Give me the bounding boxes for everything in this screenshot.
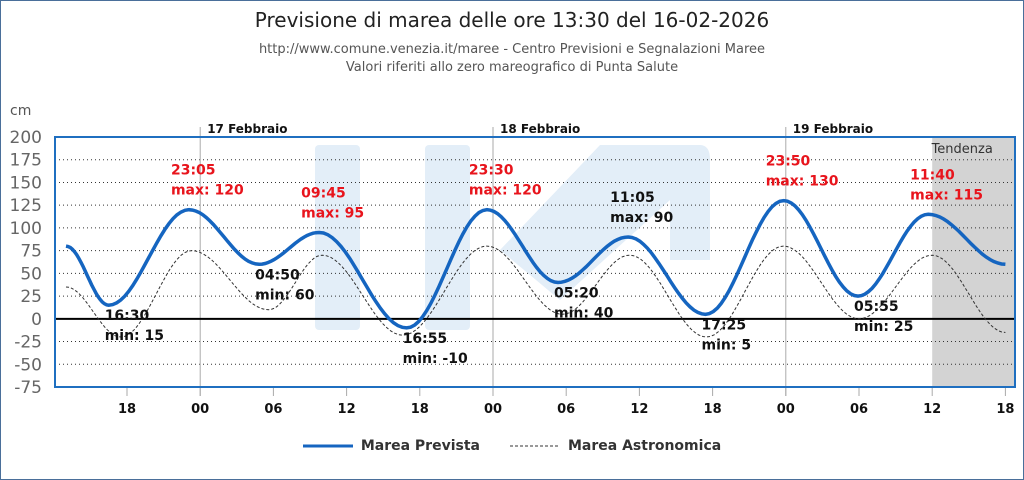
annotation-time: 16:55 xyxy=(403,331,448,347)
legend-item-prevista[interactable]: Marea Prevista xyxy=(302,438,480,454)
annotation-value: min: 60 xyxy=(255,287,315,303)
plot-border xyxy=(54,136,1016,388)
y-tick-label: -25 xyxy=(14,333,42,353)
annotation-value: max: 120 xyxy=(469,183,542,199)
annotation-time: 11:05 xyxy=(610,190,655,206)
x-tick-label: 00 xyxy=(191,402,209,417)
solid-line-icon xyxy=(302,444,353,448)
y-tick-label: 100 xyxy=(10,219,42,239)
annotation-value: min: 25 xyxy=(854,319,913,335)
watermark-logo xyxy=(500,145,710,300)
legend: Marea Prevista Marea Astronomica xyxy=(0,438,1024,454)
annotation-value: max: 130 xyxy=(766,174,839,190)
x-tick-label: 06 xyxy=(557,402,575,417)
x-tick-label: 18 xyxy=(411,402,429,417)
source-url: http://www.comune.venezia.it/maree - Cen… xyxy=(258,42,766,57)
annotation-value: min: 15 xyxy=(105,328,164,344)
annotation-time: 17:25 xyxy=(702,317,747,333)
y-tick-label: -75 xyxy=(14,378,42,398)
legend-item-astronomica[interactable]: Marea Astronomica xyxy=(509,438,722,454)
x-tick-label: 12 xyxy=(923,402,941,417)
legend-label: Marea Astronomica xyxy=(567,438,722,454)
annotation-value: max: 120 xyxy=(171,183,244,199)
y-tick-label: 25 xyxy=(20,287,42,307)
annotation-value: min: -10 xyxy=(403,351,468,367)
annotation-value: min: 5 xyxy=(702,337,752,353)
series-marea-prevista xyxy=(65,198,1006,330)
day-label: 17 Febbraio xyxy=(207,122,287,136)
x-tick-label: 00 xyxy=(484,402,502,417)
legend-label: Marea Prevista xyxy=(360,438,480,454)
annotation-time: 23:50 xyxy=(766,154,811,170)
annotation-value: max: 115 xyxy=(910,187,983,203)
day-label: 19 Febbraio xyxy=(793,122,873,136)
y-tick-label: 75 xyxy=(20,242,42,262)
trend-label: Tendenza xyxy=(931,142,993,157)
x-tick-label: 18 xyxy=(704,402,722,417)
watermark-logo xyxy=(315,145,360,330)
y-tick-label: 175 xyxy=(10,151,42,171)
x-tick-label: 00 xyxy=(777,402,795,417)
y-tick-label: 200 xyxy=(10,128,42,148)
y-tick-label: -50 xyxy=(14,355,42,375)
y-axis-unit: cm xyxy=(10,103,31,119)
annotation-value: min: 40 xyxy=(554,305,614,321)
annotation-time: 09:45 xyxy=(301,185,346,201)
annotation-time: 11:40 xyxy=(910,167,955,183)
x-tick-label: 12 xyxy=(630,402,648,417)
annotation-time: 05:20 xyxy=(554,285,599,301)
annotation-time: 04:50 xyxy=(255,267,300,283)
x-tick-label: 18 xyxy=(118,402,136,417)
annotation-time: 23:30 xyxy=(469,163,514,179)
dashed-line-icon xyxy=(509,445,560,447)
y-tick-label: 0 xyxy=(31,310,42,330)
y-tick-label: 50 xyxy=(20,264,42,284)
x-tick-label: 06 xyxy=(264,402,282,417)
reference-note: Valori riferiti allo zero mareografico d… xyxy=(345,60,679,75)
annotation-time: 05:55 xyxy=(854,299,899,315)
chart-title: Previsione di marea delle ore 13:30 del … xyxy=(254,8,770,32)
annotation-time: 23:05 xyxy=(171,163,216,179)
series-marea-astronomica xyxy=(65,245,1006,338)
day-label: 18 Febbraio xyxy=(500,122,580,136)
x-tick-label: 06 xyxy=(850,402,868,417)
annotation-time: 16:30 xyxy=(105,308,150,324)
annotation-value: max: 95 xyxy=(301,205,364,221)
y-tick-label: 150 xyxy=(10,173,42,193)
annotation-value: max: 90 xyxy=(610,210,673,226)
y-tick-label: 125 xyxy=(10,196,42,216)
watermark-logo xyxy=(425,145,470,330)
x-tick-label: 18 xyxy=(996,402,1014,417)
x-tick-label: 12 xyxy=(338,402,356,417)
